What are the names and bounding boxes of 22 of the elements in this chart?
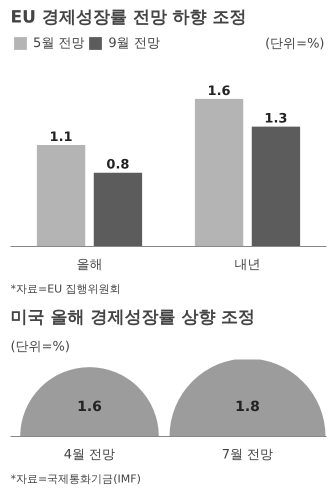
- legend-label: 9월 전망: [108, 35, 160, 52]
- data-label: 0.8: [106, 158, 130, 173]
- bar: [194, 98, 244, 246]
- data-label: 1.1: [50, 130, 73, 146]
- text: *자료=국제통화기금(IMF): [10, 472, 141, 486]
- text: 미국 올해 경제성장률 상향 조정: [10, 308, 256, 328]
- legend-label: 5월 전망: [33, 35, 84, 52]
- data-label: 1.6: [208, 84, 231, 99]
- category-label: 4월 전망: [64, 448, 116, 462]
- x-tick-label: 내년: [234, 258, 260, 272]
- data-label: 1.8: [235, 399, 260, 416]
- bar: [36, 145, 86, 246]
- data-label: 1.3: [264, 112, 288, 127]
- bar: [252, 126, 300, 246]
- chart-title: EU 경제성장률 전망 하향 조정: [10, 8, 247, 28]
- data-label: 1.6: [77, 399, 102, 416]
- category-label: 7월 전망: [222, 448, 274, 462]
- bar: [94, 172, 142, 246]
- text: *자료=EU 집행위원회: [10, 282, 121, 296]
- text: (단위=%): [265, 36, 324, 52]
- x-tick-label: 올해: [76, 258, 102, 272]
- text: (단위=%): [10, 340, 70, 354]
